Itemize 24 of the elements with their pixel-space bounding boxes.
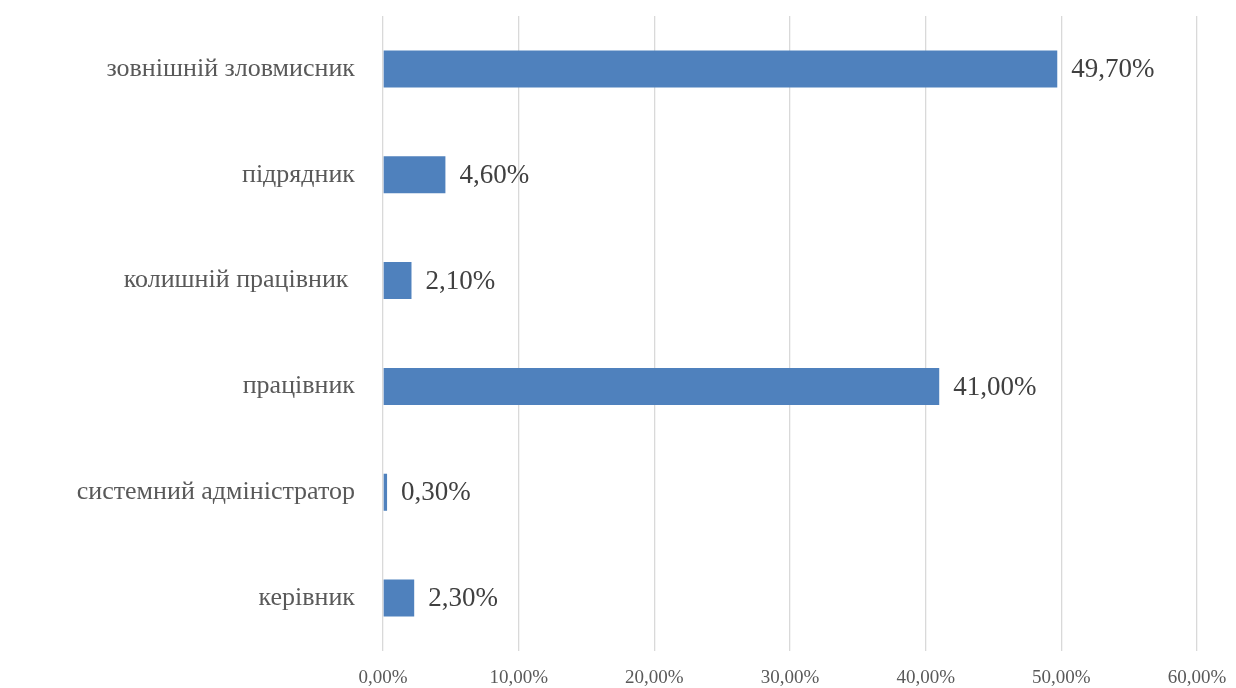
x-tick-label: 10,00% <box>489 666 549 688</box>
x-tick-label: 50,00% <box>1032 666 1091 688</box>
x-tick-label: 40,00% <box>896 666 956 688</box>
x-tick-label: 30,00% <box>760 666 820 688</box>
bar <box>383 367 940 405</box>
data-label: 2,30% <box>428 582 498 613</box>
data-label: 4,60% <box>459 158 530 189</box>
y-tick-label: працівник <box>242 370 356 400</box>
data-label: 2,10% <box>425 264 496 295</box>
y-tick-label: підрядник <box>241 158 356 188</box>
y-tick-label: зовнішній зловмисник <box>106 52 356 82</box>
bar <box>383 579 415 617</box>
x-tick-label: 20,00% <box>625 666 684 688</box>
data-label: 49,70% <box>1071 53 1155 84</box>
data-label: 0,30% <box>401 476 471 507</box>
bar <box>383 50 1058 88</box>
y-tick-label: системний адміністратор <box>76 476 355 506</box>
x-tick-label: 60,00% <box>1167 666 1227 688</box>
y-tick-label: керівник <box>258 581 356 611</box>
data-label: 41,00% <box>953 370 1037 401</box>
x-tick-label: 0,00% <box>358 666 408 688</box>
y-tick-label: колишній працівник <box>123 264 355 294</box>
bar <box>383 262 412 300</box>
bar <box>383 156 446 194</box>
